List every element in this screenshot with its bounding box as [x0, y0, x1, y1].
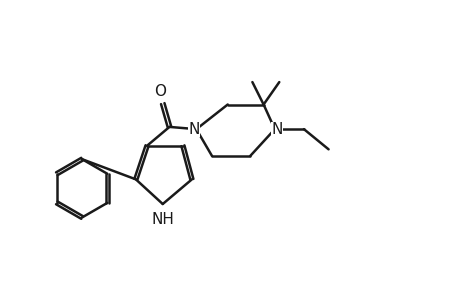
Text: NH: NH — [152, 212, 174, 227]
Text: N: N — [272, 122, 283, 137]
Text: N: N — [189, 122, 200, 137]
Text: O: O — [155, 84, 166, 99]
